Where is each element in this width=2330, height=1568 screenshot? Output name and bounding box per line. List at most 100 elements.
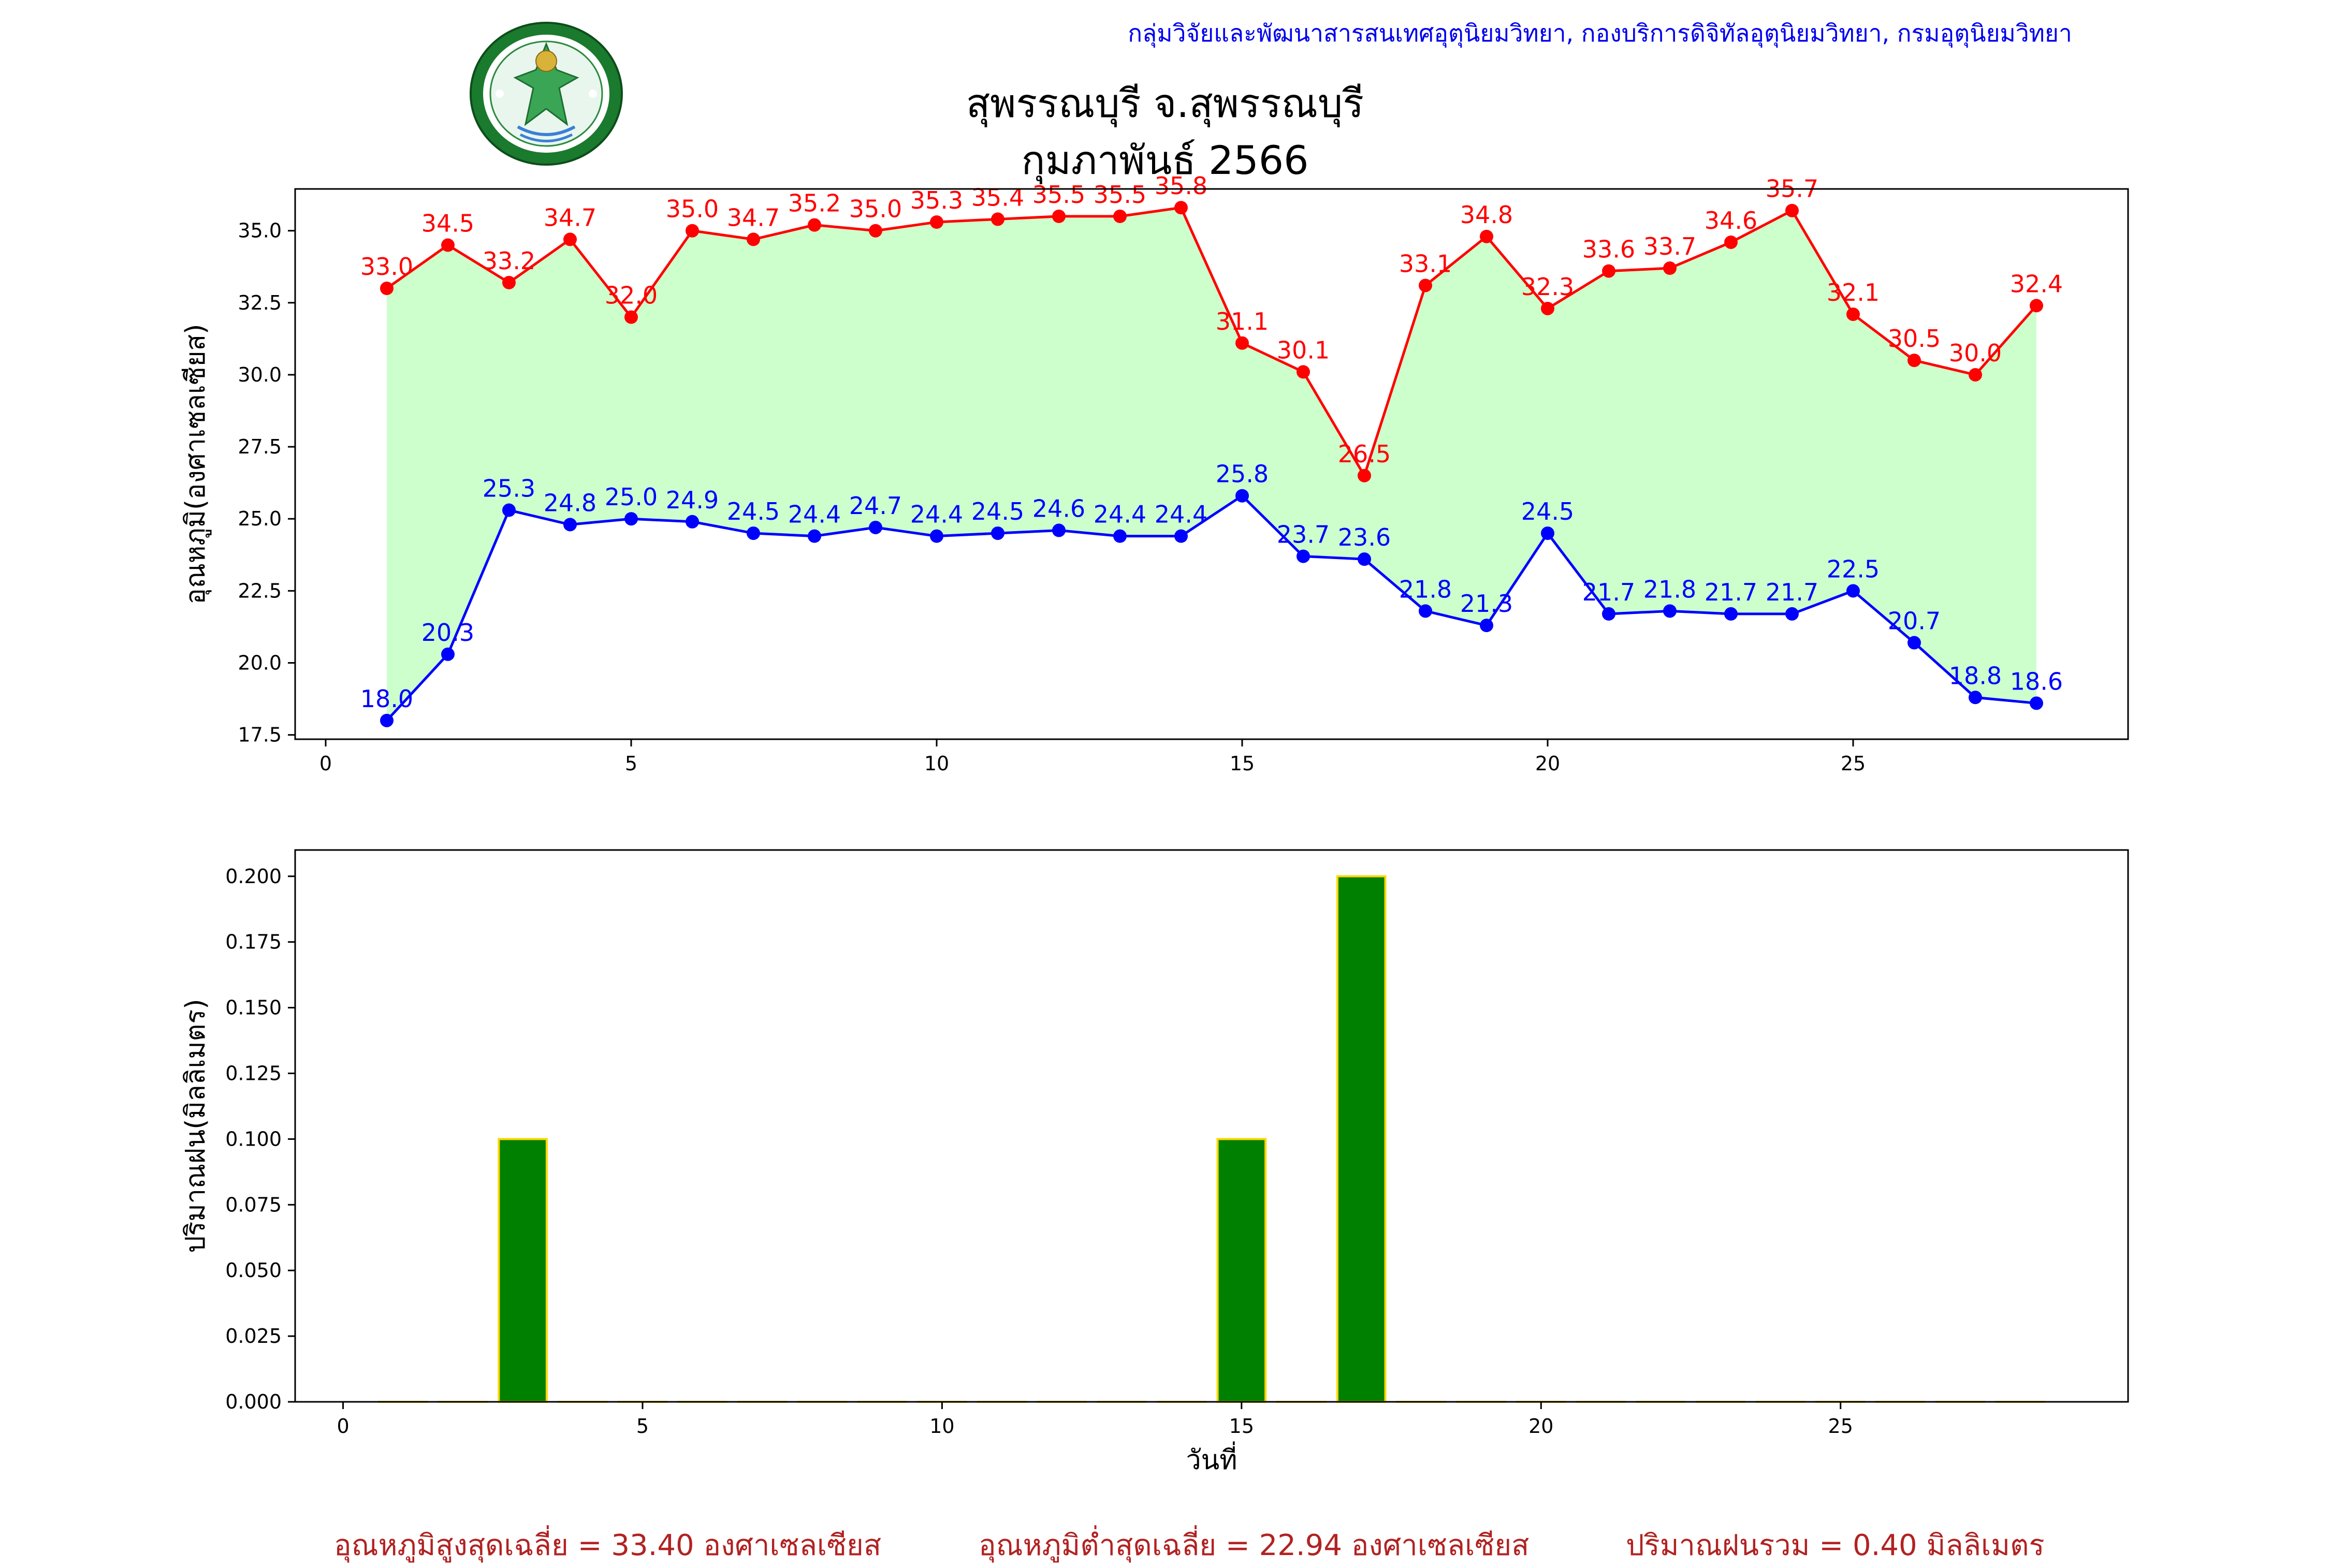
rainfall-x-tick-label: 20: [1528, 1415, 1553, 1438]
max-temperature-point: [1846, 307, 1860, 321]
min-temperature-data-label: 25.8: [1216, 460, 1269, 488]
max-temperature-data-label: 35.0: [849, 195, 902, 223]
min-temperature-point: [1235, 489, 1249, 503]
max-temperature-point: [1724, 236, 1738, 249]
rainfall-y-axis-label: ปริมาณฝน(มิลลิเมตร): [180, 999, 211, 1253]
min-temperature-point: [1785, 607, 1799, 621]
max-temperature-data-label: 35.5: [1094, 181, 1146, 209]
min-temperature-point: [1297, 550, 1310, 563]
min-temperature-data-label: 24.8: [544, 489, 596, 517]
max-temperature-data-label: 34.7: [544, 203, 596, 231]
min-temperature-data-label: 24.5: [1521, 497, 1574, 525]
temperature-x-tick-label: 10: [924, 752, 949, 775]
temperature-x-tick-label: 20: [1535, 752, 1560, 775]
max-temperature-data-label: 35.4: [971, 183, 1024, 211]
rainfall-y-tick-label: 0.025: [225, 1325, 282, 1347]
max-temperature-data-label: 33.1: [1399, 250, 1452, 277]
min-temperature-data-label: 24.7: [849, 492, 902, 520]
temperature-y-tick-label: 27.5: [238, 435, 282, 458]
rainfall-y-tick-label: 0.150: [225, 997, 282, 1019]
min-temperature-point: [380, 714, 394, 727]
max-temperature-data-label: 30.5: [1888, 325, 1941, 353]
min-temperature-point: [1174, 530, 1188, 543]
rainfall-bar: [1337, 876, 1386, 1402]
min-temperature-point: [624, 512, 638, 525]
min-temperature-point: [930, 530, 943, 543]
min-temperature-data-label: 18.8: [1949, 662, 2002, 690]
max-temperature-point: [1297, 365, 1310, 378]
max-temperature-point: [624, 311, 638, 324]
min-temperature-data-label: 24.5: [727, 497, 780, 525]
min-temperature-data-label: 21.8: [1399, 575, 1452, 603]
min-temperature-point: [808, 530, 821, 543]
max-temperature-point: [1907, 354, 1921, 367]
max-temperature-point: [502, 276, 516, 289]
min-temperature-point: [1358, 552, 1371, 566]
max-temperature-data-label: 26.5: [1338, 440, 1391, 468]
min-temperature-data-label: 24.4: [1094, 501, 1146, 529]
max-temperature-point: [441, 239, 455, 252]
min-temperature-data-label: 21.7: [1582, 578, 1635, 606]
max-temperature-point: [1785, 204, 1799, 217]
min-temperature-point: [1846, 584, 1860, 597]
min-temperature-data-label: 24.5: [971, 497, 1024, 525]
min-temperature-data-label: 21.7: [1705, 578, 1757, 606]
min-temperature-point: [1052, 524, 1066, 537]
min-temperature-point: [563, 518, 577, 531]
max-temperature-data-label: 35.2: [788, 189, 841, 217]
min-temperature-point: [1541, 526, 1554, 540]
max-temperature-point: [1480, 230, 1493, 243]
min-temperature-point: [1419, 604, 1432, 618]
temperature-y-tick-label: 35.0: [238, 219, 282, 242]
rainfall-y-tick-label: 0.100: [225, 1127, 282, 1150]
rainfall-y-tick-label: 0.175: [225, 931, 282, 954]
temperature-y-axis-label: อุณหภูมิ(องศาเซลเซียส): [180, 324, 212, 605]
min-temperature-point: [1113, 530, 1127, 543]
temperature-y-tick-label: 25.0: [238, 507, 282, 530]
max-temperature-point: [686, 224, 699, 238]
max-temperature-data-label: 33.0: [360, 253, 413, 281]
rainfall-x-tick-label: 5: [636, 1415, 649, 1438]
min-temperature-data-label: 21.8: [1643, 575, 1696, 603]
min-temperature-data-label: 18.6: [2010, 667, 2063, 695]
min-temperature-data-label: 18.0: [360, 685, 413, 713]
max-temperature-data-label: 33.2: [483, 247, 535, 275]
max-temperature-point: [1602, 265, 1615, 278]
rainfall-x-tick-label: 25: [1828, 1415, 1853, 1438]
min-temperature-point: [2030, 696, 2043, 710]
rainfall-x-tick-label: 10: [929, 1415, 954, 1438]
max-temperature-point: [991, 212, 1004, 226]
min-temperature-data-label: 24.9: [666, 486, 719, 514]
max-temperature-point: [1235, 336, 1249, 350]
max-temperature-point: [1174, 201, 1188, 214]
temperature-y-tick-label: 32.5: [238, 291, 282, 314]
min-temperature-data-label: 25.3: [483, 475, 535, 503]
rainfall-bar: [1218, 1139, 1266, 1402]
max-temperature-data-label: 32.3: [1521, 273, 1574, 301]
min-temperature-point: [1663, 604, 1677, 618]
rainfall-bar: [499, 1139, 547, 1402]
min-temperature-data-label: 24.6: [1032, 495, 1085, 523]
temperature-x-tick-label: 0: [319, 752, 332, 775]
rainfall-y-tick-label: 0.050: [225, 1259, 282, 1282]
rainfall-x-tick-label: 0: [337, 1415, 349, 1438]
max-temperature-point: [747, 232, 760, 246]
avg-min-temperature: อุณหภูมิต่ำสุดเฉลี่ย = 22.94 องศาเซลเซีย…: [979, 1522, 1529, 1568]
max-temperature-data-label: 32.1: [1827, 279, 1880, 306]
max-temperature-data-label: 32.0: [605, 282, 658, 310]
max-temperature-point: [1969, 368, 1982, 382]
rainfall-y-tick-label: 0.200: [225, 865, 282, 888]
min-temperature-point: [869, 521, 882, 534]
max-temperature-data-label: 35.5: [1032, 181, 1085, 209]
max-temperature-point: [563, 232, 577, 246]
temperature-y-tick-label: 30.0: [238, 363, 282, 386]
temperature-y-tick-label: 22.5: [238, 579, 282, 602]
rainfall-y-tick-label: 0.125: [225, 1062, 282, 1085]
min-temperature-data-label: 23.7: [1277, 521, 1330, 549]
min-temperature-data-label: 20.3: [421, 619, 474, 647]
max-temperature-point: [1358, 469, 1371, 482]
max-temperature-data-label: 34.7: [727, 203, 780, 231]
avg-max-temperature: อุณหภูมิสูงสุดเฉลี่ย = 33.40 องศาเซลเซีย…: [334, 1522, 881, 1568]
